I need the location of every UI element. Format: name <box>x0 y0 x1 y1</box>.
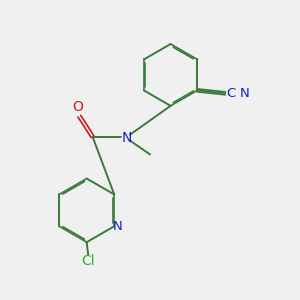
Text: N: N <box>240 87 249 100</box>
Text: N: N <box>113 220 123 233</box>
Text: C: C <box>226 87 235 100</box>
Text: O: O <box>72 100 83 114</box>
Text: N: N <box>121 131 132 145</box>
Text: Cl: Cl <box>81 254 95 268</box>
